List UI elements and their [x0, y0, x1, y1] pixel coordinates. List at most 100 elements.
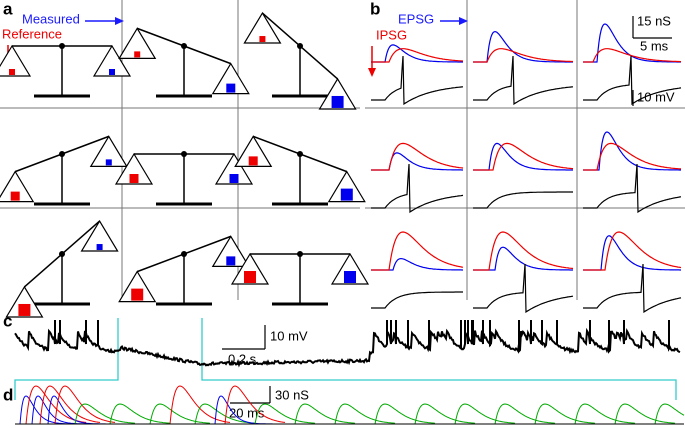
- pan: [118, 27, 157, 59]
- arrow-label: Reference: [2, 26, 62, 41]
- voltage-trace: [371, 291, 463, 309]
- conductance-trace: [39, 385, 101, 425]
- pan: [118, 270, 157, 303]
- arrowhead: [459, 17, 468, 25]
- pan: [114, 152, 154, 185]
- conductance-trace: [371, 152, 463, 171]
- conductance-trace: [54, 385, 116, 425]
- weight: [259, 36, 266, 43]
- arrowhead: [115, 17, 124, 25]
- conductance-trace: [574, 403, 636, 425]
- pivot: [59, 251, 65, 257]
- scale-label: 5 ms: [640, 38, 669, 53]
- conductance-trace: [583, 142, 681, 171]
- conductance-trace: [194, 403, 256, 425]
- weight: [344, 271, 356, 283]
- voltage-trace: [583, 55, 682, 106]
- conductance-trace: [614, 403, 676, 425]
- weight: [129, 174, 139, 183]
- pivot: [59, 151, 65, 157]
- pivot: [181, 151, 187, 157]
- pivot: [181, 43, 187, 49]
- conductance-trace: [31, 395, 92, 425]
- pivot: [59, 43, 65, 49]
- conductance-trace: [254, 403, 316, 425]
- scale-label: 10 mV: [270, 328, 308, 343]
- conductance-trace: [534, 403, 596, 425]
- weight: [229, 174, 239, 183]
- weight: [226, 256, 236, 266]
- weight: [244, 271, 256, 283]
- pan: [234, 135, 273, 167]
- pan: [5, 285, 44, 318]
- membrane-trace: [14, 320, 681, 368]
- panel-label: a: [3, 0, 13, 18]
- pivot: [181, 251, 187, 257]
- pivot: [297, 151, 303, 157]
- pan: [330, 252, 370, 285]
- weight: [109, 69, 115, 75]
- grid-lines: [0, 0, 685, 300]
- conductance-trace: [454, 403, 516, 425]
- pan: [80, 219, 119, 252]
- voltage-trace: [583, 163, 682, 214]
- voltage-trace: [473, 263, 574, 314]
- arrow-label: Measured: [22, 11, 80, 26]
- scale-label: 10 mV: [637, 89, 675, 104]
- weight: [9, 69, 15, 75]
- conductance-trace: [149, 403, 211, 425]
- conductance-trace: [109, 403, 171, 425]
- voltage-trace: [473, 55, 574, 106]
- weight: [340, 188, 353, 201]
- pan: [0, 170, 35, 203]
- pan: [214, 152, 254, 185]
- conductance-trace: [294, 403, 356, 425]
- weight: [18, 303, 31, 316]
- conductance-trace: [74, 403, 136, 425]
- conductance-trace: [583, 48, 681, 63]
- weight: [10, 191, 20, 201]
- panel-label: c: [3, 311, 12, 330]
- arrowhead: [368, 68, 376, 77]
- pivot: [297, 43, 303, 49]
- pan: [89, 135, 128, 167]
- weight: [248, 156, 258, 166]
- pan: [92, 44, 132, 77]
- pan: [327, 170, 366, 203]
- pan: [0, 44, 32, 77]
- voltage-trace: [473, 191, 573, 209]
- conductance-trace: [473, 246, 573, 271]
- conductance-trace: [473, 48, 573, 63]
- pan: [230, 252, 270, 285]
- conductance-trace: [371, 142, 464, 171]
- conductance-trace: [371, 48, 463, 63]
- pan: [211, 62, 250, 95]
- arrow-label: IPSG: [376, 27, 407, 42]
- zoom-indicator: [14, 318, 119, 400]
- conductance-trace: [583, 231, 682, 271]
- conductance-trace: [169, 385, 231, 425]
- conductance-trace: [473, 30, 573, 63]
- conductance-trace: [654, 403, 685, 425]
- weight: [331, 95, 344, 108]
- conductance-trace: [414, 403, 476, 425]
- voltage-trace: [583, 263, 682, 314]
- voltage-trace: [371, 55, 464, 106]
- weight: [134, 51, 141, 58]
- weight: [105, 159, 112, 166]
- conductance-trace: [374, 403, 436, 425]
- conductance-trace: [473, 142, 573, 171]
- panel-label: b: [370, 0, 380, 18]
- pan: [243, 11, 282, 44]
- conductance-trace: [473, 142, 573, 171]
- zoom-indicator: [201, 318, 677, 400]
- scale-label: 15 nS: [637, 13, 671, 28]
- conductance-trace: [494, 403, 556, 425]
- conductance-trace: [334, 403, 396, 425]
- scale-label: 30 nS: [275, 387, 309, 402]
- conductance-trace: [371, 44, 463, 63]
- pan: [318, 77, 357, 110]
- weight: [131, 288, 144, 301]
- conductance-trace: [583, 131, 681, 171]
